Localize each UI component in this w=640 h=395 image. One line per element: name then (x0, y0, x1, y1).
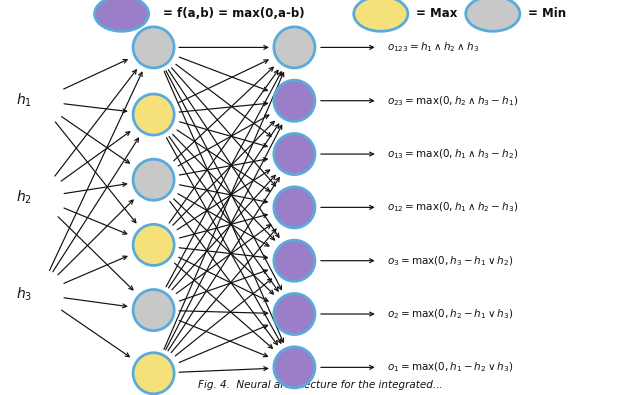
Ellipse shape (133, 159, 174, 200)
Text: $o_{23} = \max(0, h_2 \wedge h_3 - h_1)$: $o_{23} = \max(0, h_2 \wedge h_3 - h_1)$ (387, 94, 518, 107)
Text: $o_{123} = h_1 \wedge h_2 \wedge h_3$: $o_{123} = h_1 \wedge h_2 \wedge h_3$ (387, 41, 479, 54)
Text: = f(a,b) = max(0,a-b): = f(a,b) = max(0,a-b) (163, 8, 305, 20)
Ellipse shape (274, 134, 315, 175)
Ellipse shape (95, 0, 148, 31)
Ellipse shape (133, 27, 174, 68)
Text: $h_2$: $h_2$ (16, 189, 32, 206)
Ellipse shape (274, 240, 315, 281)
Text: $o_{13} = \max(0, h_1 \wedge h_3 - h_2)$: $o_{13} = \max(0, h_1 \wedge h_3 - h_2)$ (387, 147, 518, 161)
Ellipse shape (274, 27, 315, 68)
Text: $o_{12} = \max(0, h_1 \wedge h_2 - h_3)$: $o_{12} = \max(0, h_1 \wedge h_2 - h_3)$ (387, 201, 518, 214)
Text: $o_3 = \max(0, h_3 - h_1 \vee h_2)$: $o_3 = \max(0, h_3 - h_1 \vee h_2)$ (387, 254, 514, 267)
Ellipse shape (133, 224, 174, 265)
Ellipse shape (274, 293, 315, 335)
Ellipse shape (274, 187, 315, 228)
Text: $h_3$: $h_3$ (16, 286, 32, 303)
Ellipse shape (133, 290, 174, 331)
Ellipse shape (133, 353, 174, 394)
Text: = Max: = Max (416, 8, 458, 20)
Text: $o_2 = \max(0, h_2 - h_1 \vee h_3)$: $o_2 = \max(0, h_2 - h_1 \vee h_3)$ (387, 307, 514, 321)
Ellipse shape (274, 347, 315, 388)
Ellipse shape (274, 80, 315, 121)
Text: $o_1 = \max(0, h_1 - h_2 \vee h_3)$: $o_1 = \max(0, h_1 - h_2 \vee h_3)$ (387, 361, 514, 374)
Text: $h_1$: $h_1$ (16, 92, 32, 109)
Ellipse shape (133, 94, 174, 135)
Text: = Min: = Min (528, 8, 566, 20)
Ellipse shape (354, 0, 408, 31)
Text: Fig. 4.  Neural architecture for the integrated...: Fig. 4. Neural architecture for the inte… (198, 380, 442, 390)
Ellipse shape (466, 0, 520, 31)
